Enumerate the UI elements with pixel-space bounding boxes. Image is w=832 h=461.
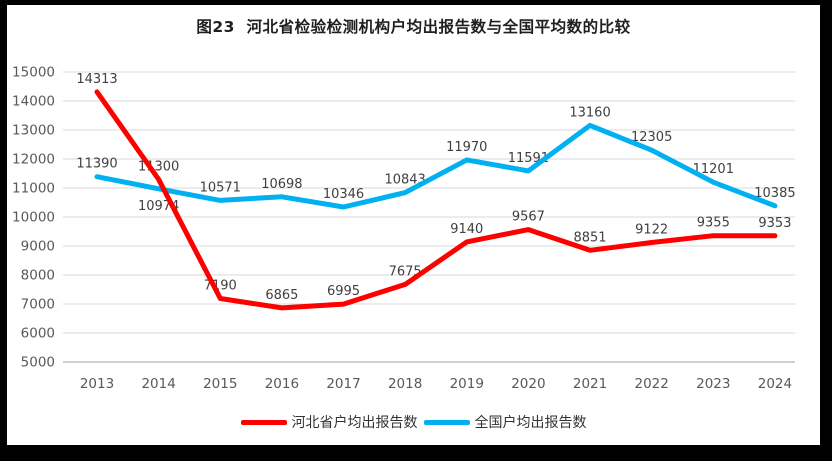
y-tick-label: 7000 bbox=[21, 297, 55, 313]
data-point-label: 10385 bbox=[754, 186, 795, 201]
series-line-national bbox=[94, 122, 778, 210]
data-point-label: 9567 bbox=[512, 210, 545, 225]
x-tick-label: 2015 bbox=[203, 376, 237, 392]
x-tick-label: 2020 bbox=[511, 376, 545, 392]
data-point-label: 6865 bbox=[265, 288, 298, 303]
data-point-label: 9353 bbox=[758, 216, 791, 231]
data-point-label: 8851 bbox=[573, 230, 606, 245]
y-tick-label: 6000 bbox=[21, 326, 55, 342]
legend-item-hebei: 河北省户均出报告数 bbox=[240, 412, 418, 432]
x-tick-label: 2022 bbox=[634, 376, 668, 392]
legend-item-national: 全国户均出报告数 bbox=[423, 412, 587, 432]
data-point-label: 7675 bbox=[389, 264, 422, 279]
x-tick-label: 2018 bbox=[388, 376, 422, 392]
data-point-label: 11201 bbox=[693, 162, 734, 177]
data-point-label: 9355 bbox=[697, 216, 730, 231]
data-point-label: 9140 bbox=[450, 222, 483, 237]
legend-red-line-swatch bbox=[240, 419, 287, 425]
x-tick-label: 2019 bbox=[450, 376, 484, 392]
series-line-hebei bbox=[94, 89, 778, 311]
data-point-label: 12305 bbox=[631, 130, 672, 145]
x-tick-label: 2013 bbox=[80, 376, 114, 392]
data-point-label: 11390 bbox=[76, 157, 117, 172]
data-point-label: 13160 bbox=[569, 105, 610, 120]
y-tick-label: 14000 bbox=[12, 94, 55, 110]
data-point-label: 10843 bbox=[384, 173, 425, 188]
y-tick-label: 12000 bbox=[12, 152, 55, 168]
y-tick-label: 5000 bbox=[21, 355, 55, 371]
y-tick-label: 9000 bbox=[21, 239, 55, 255]
line-chart: 15000 14000 13000 12000 11000 10000 9000 8000 70… bbox=[12, 65, 796, 393]
y-tick-label: 10000 bbox=[12, 210, 55, 226]
data-point-label: 10698 bbox=[261, 177, 302, 192]
chart-canvas: 图23 河北省检验检测机构户均出报告数与全国平均数的比较 15000 14000 1… bbox=[7, 5, 820, 445]
data-point-label: 6995 bbox=[327, 284, 360, 299]
legend-label-national: 全国户均出报告数 bbox=[474, 415, 587, 431]
y-tick-label: 8000 bbox=[21, 268, 55, 284]
x-tick-label: 2024 bbox=[758, 376, 792, 392]
data-point-label: 10346 bbox=[323, 187, 364, 202]
chart-legend: 河北省户均出报告数 全国户均出报告数 bbox=[7, 408, 820, 436]
legend-blue-line-swatch bbox=[423, 419, 470, 425]
y-tick-label: 15000 bbox=[12, 65, 55, 81]
data-point-label: 9122 bbox=[635, 222, 668, 237]
data-point-label: 10571 bbox=[200, 180, 241, 195]
data-point-label: 14313 bbox=[76, 72, 117, 87]
x-tick-label: 2014 bbox=[141, 376, 175, 392]
data-point-label: 11970 bbox=[446, 140, 487, 155]
x-tick-label: 2017 bbox=[326, 376, 360, 392]
y-tick-label: 13000 bbox=[12, 123, 55, 139]
x-tick-label: 2016 bbox=[265, 376, 299, 392]
y-tick-label: 11000 bbox=[12, 181, 55, 197]
legend-label-hebei: 河北省户均出报告数 bbox=[291, 415, 418, 431]
x-tick-label: 2023 bbox=[696, 376, 730, 392]
chart-title: 图23 河北省检验检测机构户均出报告数与全国平均数的比较 bbox=[196, 18, 631, 36]
x-tick-label: 2021 bbox=[573, 376, 607, 392]
